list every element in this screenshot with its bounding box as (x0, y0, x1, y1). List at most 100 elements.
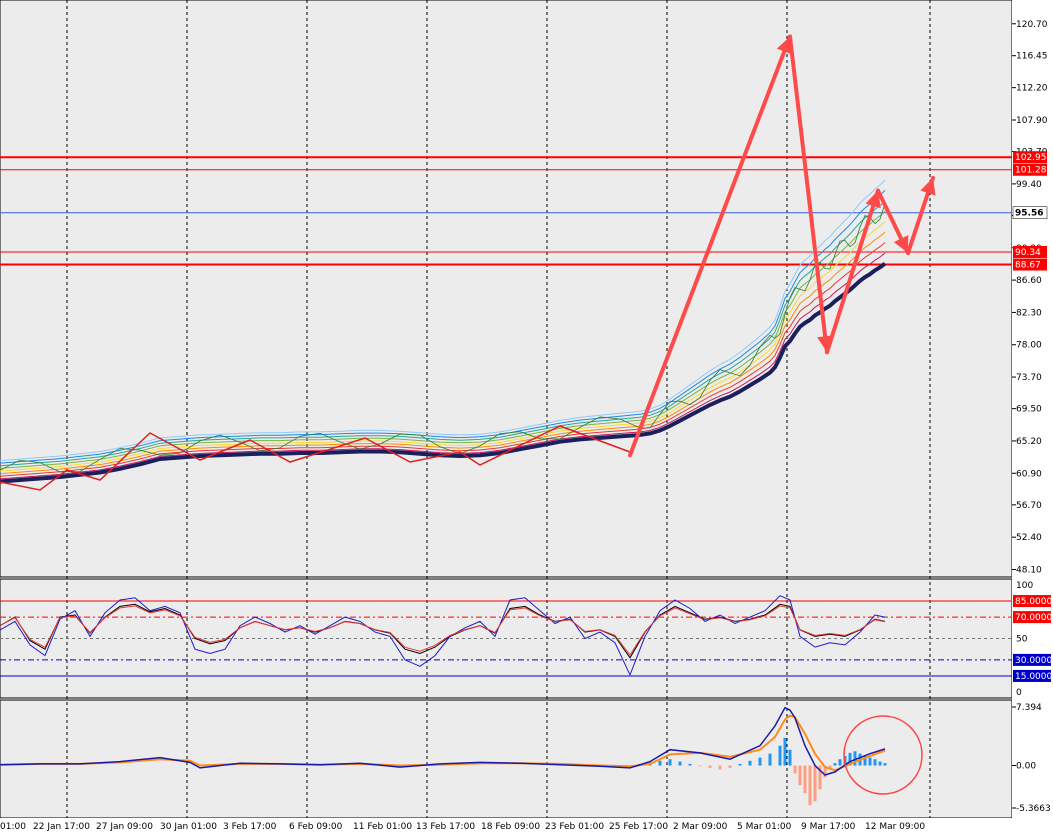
time-tick-label: 25 Feb 17:00 (609, 822, 668, 832)
pattern-leg (825, 188, 880, 355)
pattern-arrowhead (865, 190, 881, 209)
macd-histogram-bar (768, 753, 772, 766)
macd-histogram-bar (818, 765, 822, 790)
price-tick-label: 86.60 (1016, 276, 1042, 286)
macd-histogram-bar (738, 763, 742, 766)
level-tag-bg (1013, 151, 1047, 164)
price-axis-ticks: 120.70116.45112.20107.90103.7099.4095.20… (1012, 20, 1048, 575)
level-tag-bg (1013, 258, 1047, 271)
macd-histogram-bar (853, 751, 857, 766)
price-tick-label: 116.45 (1016, 52, 1048, 62)
zigzag-line (0, 425, 631, 491)
macd-tick-label: 7.394 (1016, 703, 1042, 713)
macd-histogram-bar (678, 761, 682, 766)
level-tag-label: 88.67 (1015, 261, 1041, 271)
stoch-level-tag-label: 30.0000 (1015, 656, 1052, 666)
macd-histogram-bar (878, 761, 882, 766)
price-tick-label: 48.10 (1016, 565, 1042, 575)
macd-histogram-bar (758, 757, 762, 766)
ribbon-line (0, 200, 886, 467)
macd-histogram-bar (778, 745, 782, 766)
macd-histogram-bar (838, 759, 842, 766)
macd-histogram-bar (668, 759, 672, 766)
price-tick-label: 82.30 (1016, 308, 1042, 318)
macd-histogram-bar (783, 737, 787, 766)
ribbon-line (0, 179, 886, 461)
macd-histogram-bar (658, 760, 662, 766)
ribbon-line (0, 221, 886, 472)
time-tick-label: 27 Jan 09:00 (96, 822, 153, 832)
time-tick-label: 2 Mar 09:00 (673, 822, 728, 832)
macd-histogram-bar (808, 765, 812, 806)
price-tick-label: 120.70 (1016, 20, 1048, 30)
macd-histogram-bar (813, 765, 817, 802)
price-panel-bg (0, 0, 1013, 578)
stoch-series-line (0, 595, 886, 677)
price-wave (0, 203, 886, 473)
macd-histogram-bar (873, 759, 877, 766)
macd-axis-ticks: 7.394 0.00 -5.3663 (1012, 703, 1051, 814)
level-tag-label: 102.95 (1015, 153, 1047, 163)
stoch-level-tag-bg (1013, 611, 1051, 624)
time-axis-ticks: 01:00 22 Jan 17:00 27 Jan 09:00 30 Jan 01:0… (0, 822, 925, 832)
macd-tick-label: -5.3663 (1016, 804, 1051, 814)
price-tick-label: 78.00 (1016, 341, 1042, 351)
time-tick-label: 01:00 (0, 822, 26, 832)
last-price-tag-bg (1012, 206, 1048, 219)
stoch-tick-label: 0 (1016, 688, 1022, 698)
pattern-arrowhead (920, 177, 936, 196)
stoch-level-tag-label: 15.0000 (1015, 672, 1052, 682)
stoch-level-tag-bg (1013, 669, 1051, 682)
level-tag-label: 101.28 (1015, 166, 1047, 176)
pattern-leg (628, 34, 792, 458)
price-tick-label: 99.40 (1016, 180, 1042, 190)
ribbon-line (0, 252, 886, 480)
macd-histogram-bar (803, 765, 807, 794)
price-tick-label: 52.40 (1016, 533, 1042, 543)
price-tick-label: 60.90 (1016, 469, 1042, 479)
time-tick-label: 12 Mar 09:00 (865, 822, 925, 832)
stoch-level-tag-bg (1013, 653, 1051, 666)
time-tick-label: 11 Feb 01:00 (353, 822, 412, 832)
level-tag-bg (1013, 163, 1047, 176)
macd-histogram-bar (698, 765, 702, 767)
stoch-tick-label: 100 (1016, 581, 1033, 591)
stoch-signal-line (0, 605, 886, 656)
price-tick-label: 73.70 (1016, 373, 1042, 383)
macd-histogram-bar (748, 760, 752, 766)
time-tick-label: 13 Feb 17:00 (416, 822, 475, 832)
time-tick-label: 23 Feb 01:00 (545, 822, 604, 832)
macd-histogram-bar (718, 765, 722, 770)
last-price-tag-label: 95.56 (1015, 209, 1043, 219)
macd-histogram-bar (793, 765, 797, 774)
price-tick-label: 65.20 (1016, 437, 1042, 447)
macd-histogram-bar (688, 763, 692, 766)
price-level-tags: 102.95 101.28 90.34 88.67 95.56 (1012, 151, 1048, 271)
harmonic-pattern-arrows (0, 34, 936, 491)
axis-area (1012, 0, 1053, 832)
pattern-leg (788, 34, 829, 355)
stoch-level-tag-label: 85.0000 (1015, 597, 1052, 607)
horizontal-levels (0, 156, 1012, 266)
price-trend-line (0, 261, 887, 484)
time-tick-label: 30 Jan 01:00 (160, 822, 217, 832)
price-tick-label: 69.50 (1016, 405, 1042, 415)
macd-histogram-bar (848, 752, 852, 766)
stoch-level-tag-bg (1013, 595, 1051, 608)
stoch-lines (0, 595, 886, 677)
time-tick-label: 6 Feb 09:00 (289, 822, 343, 832)
time-tick-label: 5 Mar 01:00 (737, 822, 792, 832)
time-tick-label: 22 Jan 17:00 (33, 822, 90, 832)
price-tick-label: 56.70 (1016, 501, 1042, 511)
price-tick-label: 112.20 (1016, 84, 1048, 94)
macd-histogram-bar (788, 749, 792, 766)
macd-histogram-bar (798, 765, 802, 786)
level-tag-bg (1013, 245, 1047, 258)
time-tick-label: 3 Feb 17:00 (223, 822, 277, 832)
ribbon-line (0, 231, 886, 475)
time-axis-area (0, 818, 1053, 832)
macd-histogram-bar (883, 763, 887, 766)
price-candle-path (0, 203, 886, 473)
macd-histogram-bar (868, 757, 872, 766)
